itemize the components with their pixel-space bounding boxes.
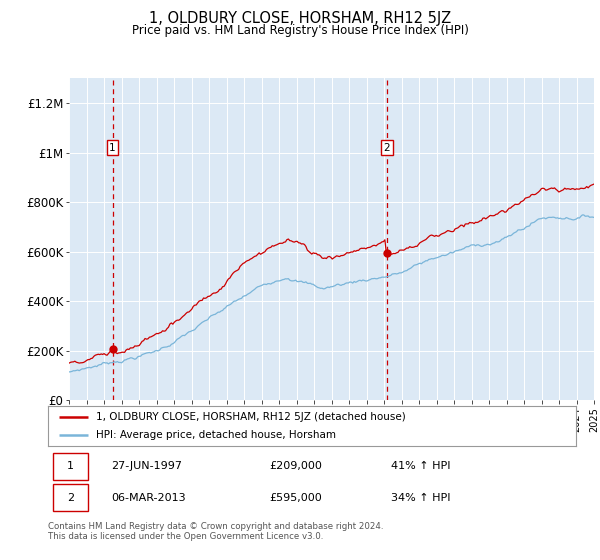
Text: 2: 2 — [67, 493, 74, 503]
Text: 1: 1 — [67, 461, 74, 471]
Text: 2: 2 — [383, 143, 390, 153]
Text: £595,000: £595,000 — [270, 493, 323, 503]
Text: Contains HM Land Registry data © Crown copyright and database right 2024.
This d: Contains HM Land Registry data © Crown c… — [48, 522, 383, 542]
Text: £209,000: £209,000 — [270, 461, 323, 471]
Text: 27-JUN-1997: 27-JUN-1997 — [112, 461, 182, 471]
Text: 34% ↑ HPI: 34% ↑ HPI — [391, 493, 451, 503]
Text: 1, OLDBURY CLOSE, HORSHAM, RH12 5JZ (detached house): 1, OLDBURY CLOSE, HORSHAM, RH12 5JZ (det… — [95, 412, 405, 422]
Text: 1: 1 — [109, 143, 116, 153]
Text: 41% ↑ HPI: 41% ↑ HPI — [391, 461, 451, 471]
FancyBboxPatch shape — [53, 453, 88, 479]
Text: 06-MAR-2013: 06-MAR-2013 — [112, 493, 186, 503]
Text: HPI: Average price, detached house, Horsham: HPI: Average price, detached house, Hors… — [95, 430, 335, 440]
Text: Price paid vs. HM Land Registry's House Price Index (HPI): Price paid vs. HM Land Registry's House … — [131, 24, 469, 36]
Text: 1, OLDBURY CLOSE, HORSHAM, RH12 5JZ: 1, OLDBURY CLOSE, HORSHAM, RH12 5JZ — [149, 11, 451, 26]
FancyBboxPatch shape — [53, 484, 88, 511]
